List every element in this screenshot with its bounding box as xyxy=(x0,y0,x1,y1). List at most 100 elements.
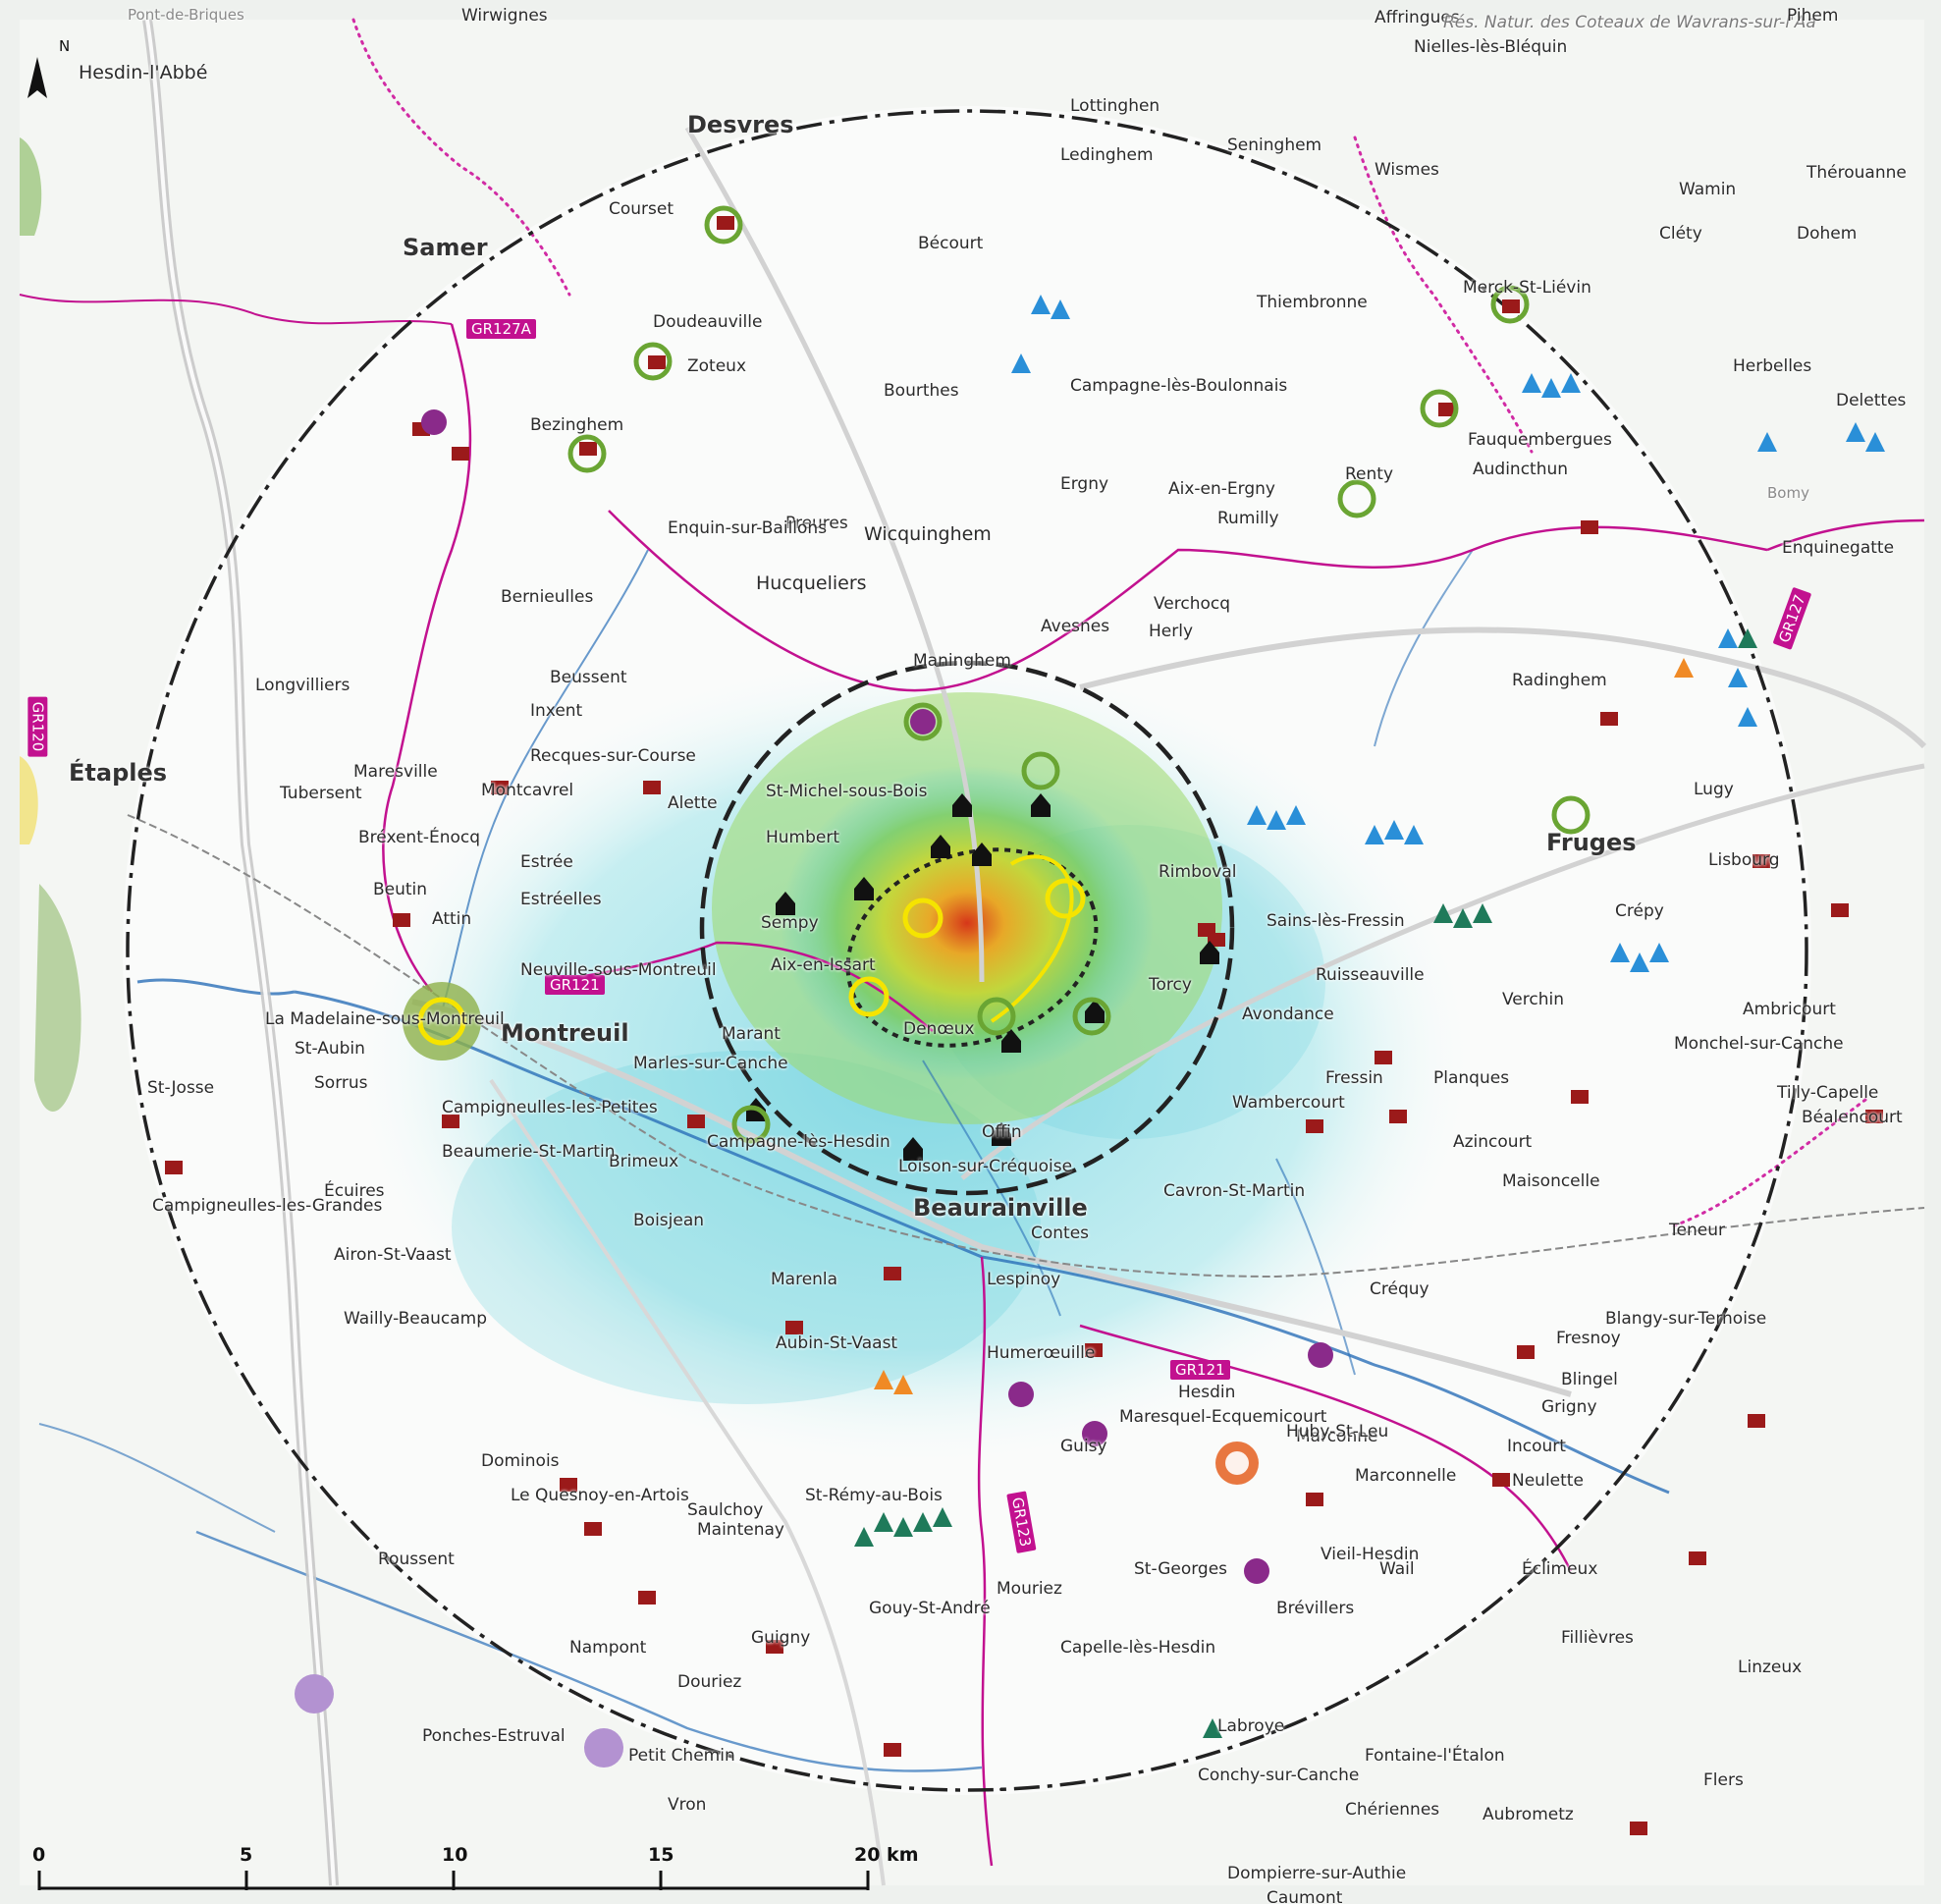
town-label: Merck-St-Liévin xyxy=(1463,278,1591,298)
town-label: Chériennes xyxy=(1345,1800,1440,1820)
town-label: Fontaine-l'Étalon xyxy=(1365,1746,1505,1766)
river-course xyxy=(441,549,649,1012)
trail-badge: GR121 xyxy=(1170,1360,1230,1380)
road xyxy=(411,999,1572,1397)
town-label: Neuville-sous-Montreuil xyxy=(520,960,717,980)
town-label: Courset xyxy=(609,199,674,219)
town-label: Sains-lès-Fressin xyxy=(1267,911,1405,931)
town-label: Herbelles xyxy=(1733,356,1812,376)
town-label: Wail xyxy=(1379,1559,1415,1579)
gr-trail xyxy=(19,294,453,325)
town-label: Neulette xyxy=(1512,1471,1584,1491)
town-label: Fruges xyxy=(1546,829,1637,856)
town-label: Ambricourt xyxy=(1743,1000,1836,1019)
town-label: Lugy xyxy=(1694,780,1734,799)
town-label: Alette xyxy=(668,793,718,813)
town-label: Hesdin xyxy=(1178,1383,1236,1402)
town-label: Brévillers xyxy=(1276,1599,1355,1618)
gr-trail xyxy=(1766,518,1925,552)
town-label: Montreuil xyxy=(501,1019,629,1047)
town-label: Bécourt xyxy=(918,234,984,253)
town-label: La Madelaine-sous-Montreuil xyxy=(265,1009,505,1029)
road xyxy=(489,1078,886,1886)
town-label: Capelle-lès-Hesdin xyxy=(1060,1638,1216,1658)
town-label: Nielles-lès-Bléquin xyxy=(1414,37,1568,57)
town-label: Maninghem xyxy=(913,651,1011,671)
town-label: Aubrometz xyxy=(1483,1805,1574,1824)
town-label: Pont-de-Briques xyxy=(128,6,244,24)
town-label: Grigny xyxy=(1541,1397,1597,1417)
town-label: Nampont xyxy=(569,1638,647,1658)
town-label: Wicquinghem xyxy=(864,523,992,545)
town-label: Petit Chemin xyxy=(628,1746,735,1766)
study-area-middle-ring xyxy=(699,660,1235,1196)
town-label: Estréelles xyxy=(520,890,602,909)
town-label: Samer xyxy=(403,234,488,261)
town-label: Marenla xyxy=(771,1270,838,1289)
town-label: Fresnoy xyxy=(1556,1329,1621,1348)
town-label: Aix-en-Issart xyxy=(771,955,876,975)
wind-turbine-icon xyxy=(1011,295,1885,972)
town-label: Hucqueliers xyxy=(756,572,867,594)
study-area-outer-ring xyxy=(126,109,1808,1792)
town-label: Éclimeux xyxy=(1522,1559,1598,1579)
viewpoint-icon xyxy=(421,409,1333,1584)
town-label: Contes xyxy=(1031,1224,1090,1243)
town-label: Beutin xyxy=(373,880,428,899)
town-label: Torcy xyxy=(1149,975,1192,995)
heritage-ring-marker xyxy=(567,205,1591,1144)
gr-trail xyxy=(382,323,472,993)
town-label: Fressin xyxy=(1325,1068,1383,1088)
town-label: Crépy xyxy=(1615,901,1664,921)
scale-tick-label: 10 xyxy=(442,1844,468,1866)
admin-boundary xyxy=(1667,1098,1867,1229)
forest-zone xyxy=(34,884,81,1113)
town-label: Guigny xyxy=(751,1628,811,1648)
road xyxy=(960,763,1925,1180)
town-label: Conchy-sur-Canche xyxy=(1198,1766,1360,1785)
town-label: Saulchoy xyxy=(687,1500,764,1520)
town-label: Verchocq xyxy=(1154,594,1231,614)
town-label: Avesnes xyxy=(1041,617,1110,636)
north-arrow-icon xyxy=(27,57,47,98)
town-label: Roussent xyxy=(378,1550,455,1569)
town-label: Ergny xyxy=(1060,474,1109,494)
town-label: Tilly-Capelle xyxy=(1777,1083,1879,1103)
scale-tick-label: 5 xyxy=(240,1844,253,1866)
town-label: Maisoncelle xyxy=(1502,1171,1600,1191)
town-label: Ledinghem xyxy=(1060,145,1154,165)
town-label: Bernieulles xyxy=(501,587,594,607)
wind-turbine-icon xyxy=(854,628,1757,1738)
admin-boundary xyxy=(351,18,571,297)
town-label: Dompierre-sur-Authie xyxy=(1227,1864,1407,1883)
north-label: N xyxy=(59,37,71,55)
gr-trail xyxy=(977,1256,994,1867)
viewpoint-icon xyxy=(295,1674,623,1768)
gr-trail xyxy=(1079,1324,1573,1572)
town-label: Campigneulles-les-Grandes xyxy=(152,1196,383,1216)
town-label: Herly xyxy=(1149,622,1194,641)
town-label: Preures xyxy=(785,514,848,533)
town-label: Lottinghen xyxy=(1070,96,1160,116)
town-label: Doudeauville xyxy=(653,312,763,332)
town-label: Écuires xyxy=(324,1181,385,1201)
town-label: Étaples xyxy=(69,759,168,787)
town-label: Bomy xyxy=(1767,484,1809,502)
town-label: Caumont xyxy=(1267,1888,1343,1904)
town-label: Wismes xyxy=(1375,160,1439,180)
town-label: Avondance xyxy=(1242,1005,1334,1024)
town-label: Bourthes xyxy=(884,381,959,401)
town-label: Le Quesnoy-en-Artois xyxy=(511,1486,689,1505)
scale-tick-label: 15 xyxy=(648,1844,674,1866)
town-label: Enquinegatte xyxy=(1782,538,1895,558)
town-label: Monchel-sur-Canche xyxy=(1674,1034,1844,1054)
town-label: Fillièvres xyxy=(1561,1628,1634,1648)
town-label: Seninghem xyxy=(1227,136,1322,155)
town-label: Aubin-St-Vaast xyxy=(776,1333,898,1353)
town-label: Cléty xyxy=(1659,224,1702,244)
town-label: Humbert xyxy=(766,828,840,847)
town-label: Affringues xyxy=(1375,8,1460,27)
town-label: Bezinghem xyxy=(530,415,624,435)
town-label: Gouy-St-André xyxy=(869,1599,991,1618)
